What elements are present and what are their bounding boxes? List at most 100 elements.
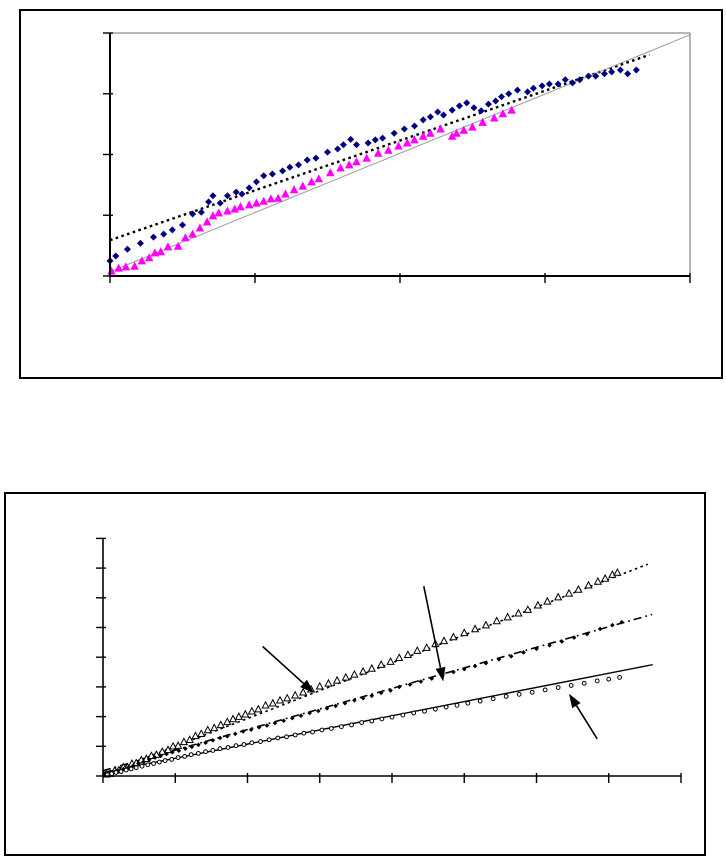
data-point-open-circle [275,735,281,741]
solid-fit-line [102,663,653,774]
data-point-diamond [632,66,640,74]
data-point-open-triangle [395,653,404,662]
data-point-open-circle [118,769,124,774]
data-point-diamond [158,753,164,759]
data-point-open-circle [411,710,417,716]
data-point-open-circle [139,763,145,769]
data-point-triangle [410,135,419,144]
data-point-diamond [264,723,270,728]
data-point-triangle [230,204,239,213]
arrow-head-icon [435,666,446,682]
arrow-shaft [262,645,305,685]
data-point-open-circle [379,716,385,722]
data-point-open-circle [284,734,289,740]
data-point-open-circle [225,745,231,750]
data-point-open-triangle [324,678,333,687]
data-point-triangle [289,185,299,194]
data-point-triangle [144,253,154,262]
data-point-diamond [597,626,603,632]
data-point-open-circle [109,771,115,777]
data-point-open-circle [195,751,201,756]
data-point-open-triangle [332,675,342,684]
data-point-diamond [561,76,569,84]
data-point-open-circle [369,718,375,724]
data-point-open-circle [555,685,561,690]
data-point-open-triangle [203,725,212,734]
data-point-triangle [137,256,147,265]
data-point-open-circle [319,727,325,733]
data-point-open-triangle [564,588,574,597]
data-point-diamond [312,154,320,162]
data-point-triangle [352,157,361,166]
data-point-diamond [600,70,608,78]
data-point-diamond [616,66,624,74]
data-point-diamond [203,740,208,746]
data-point-diamond [463,99,471,107]
data-point-triangle [121,262,131,271]
data-point-open-triangle [210,723,219,732]
arrow-shaft [423,586,442,668]
data-point-triangle [156,247,166,256]
data-point-triangle [223,206,232,215]
data-point-triangle [468,122,477,131]
data-point-open-circle [389,714,395,720]
data-point-open-triangle [543,596,552,605]
data-point-diamond [112,252,120,260]
data-point-triangle [426,128,435,137]
data-point-diamond [232,188,240,196]
data-point-diamond [160,230,168,238]
data-point-open-circle [400,712,406,718]
data-point-open-triangle [413,646,422,654]
data-point-triangle [163,242,173,251]
data-point-open-triangle [439,636,449,645]
data-point-diamond [189,744,195,750]
data-point-diamond [179,221,186,229]
data-point-diamond [461,666,467,672]
data-point-diamond [592,72,600,80]
data-point-triangle [326,168,335,177]
data-point-open-circle [123,767,129,773]
data-point-open-triangle [600,573,610,582]
data-point-open-triangle [275,695,285,704]
data-point-open-circle [113,770,119,775]
data-point-open-triangle [291,690,300,699]
data-point-diamond [524,88,532,96]
data-point-diamond [150,233,157,241]
data-point-open-triangle [298,687,308,696]
data-point-diamond [334,145,342,153]
data-point-diamond [429,676,435,681]
arrow-head-icon [300,679,314,693]
data-point-diamond [164,751,169,757]
data-point-diamond [125,765,131,770]
data-point-triangle [202,217,212,226]
data-point-diamond [498,93,505,101]
data-point-diamond [209,192,217,200]
data-point-diamond [196,742,201,748]
data-point-diamond [610,622,615,628]
data-point-open-triangle [185,735,194,743]
data-point-open-triangle [168,741,178,750]
data-point-open-triangle [608,570,617,578]
data-point-open-triangle [403,650,413,659]
data-point-diamond [333,703,338,709]
data-point-open-circle [169,756,175,762]
data-point-diamond [268,170,276,178]
data-point-triangle [266,194,276,203]
data-point-open-circle [443,704,449,710]
data-point-triangle [362,153,371,162]
data-point-open-circle [617,674,622,680]
data-point-triangle [181,233,190,242]
data-point-diamond [451,669,456,675]
data-point-open-triangle [197,729,206,738]
data-point-diamond [434,108,442,116]
data-point-open-circle [465,700,471,706]
data-point-diamond [379,134,387,142]
data-point-diamond [407,682,413,687]
data-point-triangle [436,124,445,133]
data-point-open-triangle [584,580,593,589]
data-point-diamond [141,759,146,765]
data-point-open-circle [151,761,156,766]
data-point-diamond [455,102,463,110]
data-point-diamond [369,693,375,699]
